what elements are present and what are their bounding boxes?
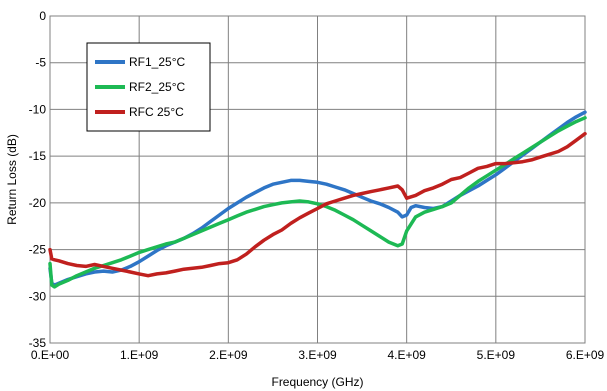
- x-tick-label-5: 5.E+09: [477, 348, 516, 362]
- grid-lines: [49, 15, 586, 344]
- series-line-rf2: [48, 116, 587, 289]
- y-tick-label-4: -20: [29, 196, 47, 210]
- series-lines: [48, 110, 587, 289]
- plot-area-border: [49, 15, 586, 344]
- x-tick-label-4: 4.E+09: [387, 348, 426, 362]
- x-tick-label-2: 2.E+09: [209, 348, 248, 362]
- series-line-rfc: [48, 131, 587, 278]
- legend: RF1_25°C RF2_25°C RFC 25°C: [86, 42, 211, 132]
- y-tick-label-0: 0: [39, 9, 46, 23]
- y-tick-label-1: -5: [35, 56, 46, 70]
- x-axis-title: Frequency (GHz): [271, 375, 363, 389]
- y-tick-label-7: -35: [29, 336, 47, 350]
- legend-label-rf1: RF1_25°C: [129, 55, 185, 69]
- series-line-rf1: [48, 110, 587, 287]
- y-tick-label-3: -15: [29, 149, 47, 163]
- x-tick-label-1: 1.E+09: [120, 348, 159, 362]
- legend-label-rf2: RF2_25°C: [129, 80, 185, 94]
- y-axis-title: Return Loss (dB): [5, 134, 19, 225]
- legend-label-rfc: RFC 25°C: [129, 105, 184, 119]
- x-tick-label-0: 0.E+00: [31, 348, 70, 362]
- x-tick-label-6: 6.E+09: [566, 348, 605, 362]
- x-axis-tick-labels: 0.E+00 1.E+09 2.E+09 3.E+09 4.E+09 5.E+09 6.E+…: [31, 348, 605, 362]
- y-axis-tick-labels: 0 -5 -10 -15 -20 -25 -30 -35: [29, 9, 47, 350]
- x-tick-label-3: 3.E+09: [298, 348, 337, 362]
- y-tick-label-5: -25: [29, 243, 47, 257]
- y-tick-label-6: -30: [29, 289, 47, 303]
- y-tick-label-2: -10: [29, 102, 47, 116]
